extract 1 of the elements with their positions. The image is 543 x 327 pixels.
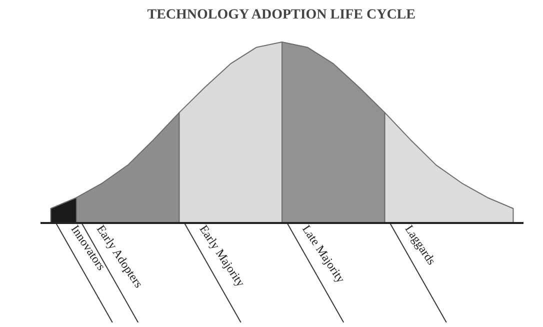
chart-title: TECHNOLOGY ADOPTION LIFE CYCLE (147, 8, 416, 22)
